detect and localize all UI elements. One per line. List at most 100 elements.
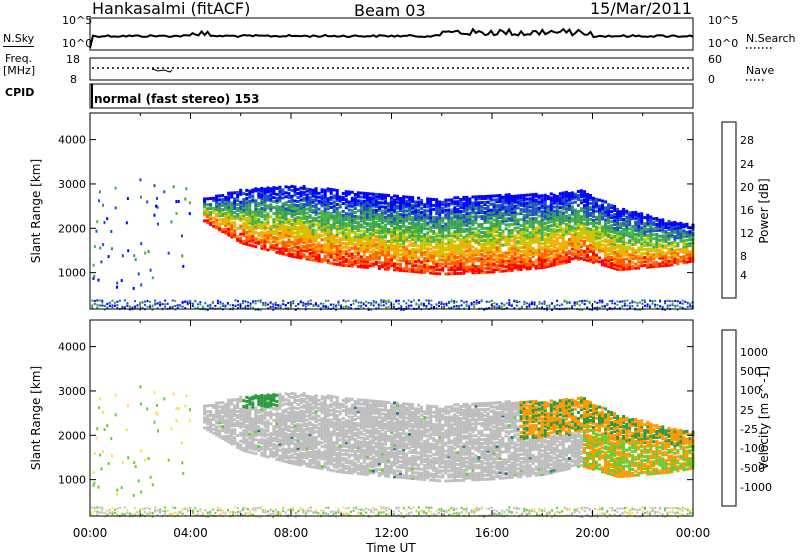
- power-cell: [299, 212, 303, 216]
- power-cell: [658, 254, 662, 258]
- power-cell: [489, 220, 493, 224]
- power-cell: [519, 228, 523, 232]
- power-cell: [362, 193, 366, 197]
- power-cell: [281, 246, 285, 250]
- power-cell: [278, 215, 282, 219]
- power-cell: [570, 191, 574, 195]
- power-cell: [317, 201, 321, 205]
- power-cell: [359, 209, 363, 213]
- power-cell: [646, 243, 650, 247]
- power-cell: [583, 258, 586, 261]
- power-cell: [353, 207, 357, 210]
- power-cell: [432, 267, 436, 271]
- power-cell: [576, 247, 580, 251]
- power-cell: [302, 249, 306, 252]
- power-cell: [284, 247, 288, 251]
- power-cell: [402, 217, 406, 221]
- power-cell: [631, 251, 635, 254]
- power-cell: [199, 303, 202, 306]
- power-cell: [233, 235, 237, 239]
- power-cell: [411, 269, 415, 273]
- power-cell: [384, 241, 387, 245]
- power-cell: [522, 225, 526, 229]
- power-cell: [566, 302, 569, 305]
- power-cell: [601, 247, 604, 251]
- power-cell: [549, 264, 553, 268]
- power-cell: [384, 205, 387, 209]
- power-cell: [411, 216, 415, 220]
- power-cell: [390, 242, 393, 246]
- power-cell: [465, 211, 469, 215]
- power-cell: [540, 234, 544, 238]
- power-cell: [564, 224, 568, 228]
- power-cell: [462, 265, 466, 269]
- power-cell: [139, 301, 141, 304]
- power-cell: [390, 204, 393, 208]
- power-cell: [332, 202, 336, 206]
- power-cell: [483, 238, 487, 242]
- power-cell: [456, 202, 460, 206]
- power-cell: [543, 197, 547, 201]
- power-cell: [239, 214, 243, 218]
- power-cell: [390, 238, 393, 242]
- power-cell: [405, 245, 409, 249]
- power-cell: [670, 231, 674, 235]
- power-cell: [371, 196, 375, 200]
- power-cell: [278, 247, 282, 251]
- power-cell: [426, 209, 430, 213]
- power-cell: [516, 202, 520, 206]
- power-cell: [610, 242, 614, 245]
- power-cell: [275, 232, 279, 236]
- power-cell: [209, 303, 212, 306]
- power-cell: [260, 244, 264, 248]
- power-cell: [622, 211, 626, 215]
- power-cell: [423, 251, 427, 254]
- power-cell: [503, 304, 506, 307]
- power-cell: [555, 200, 559, 204]
- power-cell: [248, 225, 252, 229]
- power-cell: [317, 233, 321, 237]
- power-cell: [408, 197, 412, 201]
- power-cell: [579, 235, 583, 239]
- power-cell: [287, 218, 291, 222]
- power-cell: [374, 250, 378, 254]
- power-cell: [384, 199, 387, 203]
- power-cell: [311, 244, 315, 248]
- power-cell: [519, 268, 523, 271]
- power-cell: [332, 258, 336, 262]
- power-cell: [252, 300, 255, 302]
- power-cell: [384, 195, 387, 199]
- power-cell: [563, 299, 566, 302]
- power-cell: [420, 248, 424, 252]
- power-cell: [399, 252, 402, 256]
- power-cell: [308, 224, 312, 228]
- power-cell: [543, 255, 547, 259]
- power-cell: [417, 250, 421, 254]
- power-cell: [227, 215, 231, 219]
- power-cell: [254, 215, 258, 219]
- power-cell: [661, 228, 665, 232]
- power-cell: [356, 195, 360, 199]
- power-cell: [359, 195, 363, 199]
- power-cell: [203, 213, 207, 217]
- power-cell: [350, 228, 354, 232]
- power-cell: [604, 212, 608, 216]
- power-cell: [408, 253, 412, 257]
- power-cell: [459, 200, 463, 203]
- power-cell: [245, 188, 249, 192]
- power-cell: [525, 265, 529, 269]
- power-cell: [475, 299, 478, 302]
- power-cell: [218, 202, 222, 206]
- power-cell: [450, 268, 454, 272]
- power-cell: [296, 200, 300, 203]
- power-cell: [359, 265, 363, 269]
- power-cell: [423, 269, 427, 272]
- power-cell: [281, 230, 285, 234]
- power-cell: [347, 236, 351, 240]
- power-cell: [525, 221, 529, 225]
- power-cell: [555, 196, 559, 200]
- power-cell: [347, 214, 351, 218]
- power-cell: [374, 256, 378, 260]
- power-cell: [323, 210, 327, 214]
- power-cell: [244, 300, 247, 303]
